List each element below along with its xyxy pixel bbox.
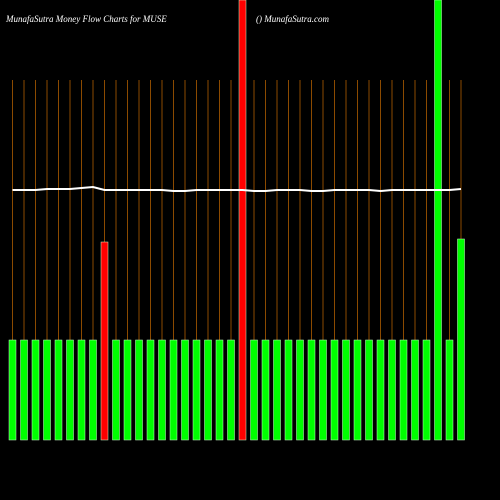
chart-title: MunafaSutra Money Flow Charts for MUSE: [5, 14, 167, 24]
bar: [169, 339, 178, 441]
bar: [123, 339, 132, 441]
bar: [330, 339, 339, 441]
bar: [250, 339, 258, 441]
bar: [399, 339, 408, 441]
bar: [89, 339, 97, 441]
bar: [342, 339, 350, 441]
bar: [158, 339, 166, 441]
bar: [31, 339, 40, 441]
bar: [376, 339, 385, 441]
bar: [112, 339, 120, 441]
bar: [365, 339, 373, 441]
bar: [422, 339, 431, 441]
bar: [54, 339, 63, 441]
bar: [284, 339, 293, 441]
bar: [43, 339, 51, 441]
bar: [66, 339, 74, 441]
bar: [8, 339, 17, 441]
bar: [457, 238, 465, 441]
bar: [20, 339, 28, 441]
bar: [273, 339, 281, 441]
bar: [307, 339, 316, 441]
bar: [261, 339, 270, 441]
bar: [411, 339, 419, 441]
bar: [100, 241, 109, 441]
bar: [192, 339, 201, 441]
bar: [227, 339, 235, 441]
bar: [181, 339, 189, 441]
bar: [204, 339, 212, 441]
bar: [77, 339, 86, 441]
bar: [238, 0, 247, 441]
bar: [353, 339, 362, 441]
bar: [146, 339, 155, 441]
bar: [434, 0, 442, 441]
bar: [445, 339, 454, 441]
bar: [215, 339, 224, 441]
bar: [135, 339, 143, 441]
bar: [388, 339, 396, 441]
bar: [319, 339, 327, 441]
bar: [296, 339, 304, 441]
money-flow-line: [12, 185, 462, 193]
chart-subtitle: () MunafaSutra.com: [256, 14, 329, 24]
